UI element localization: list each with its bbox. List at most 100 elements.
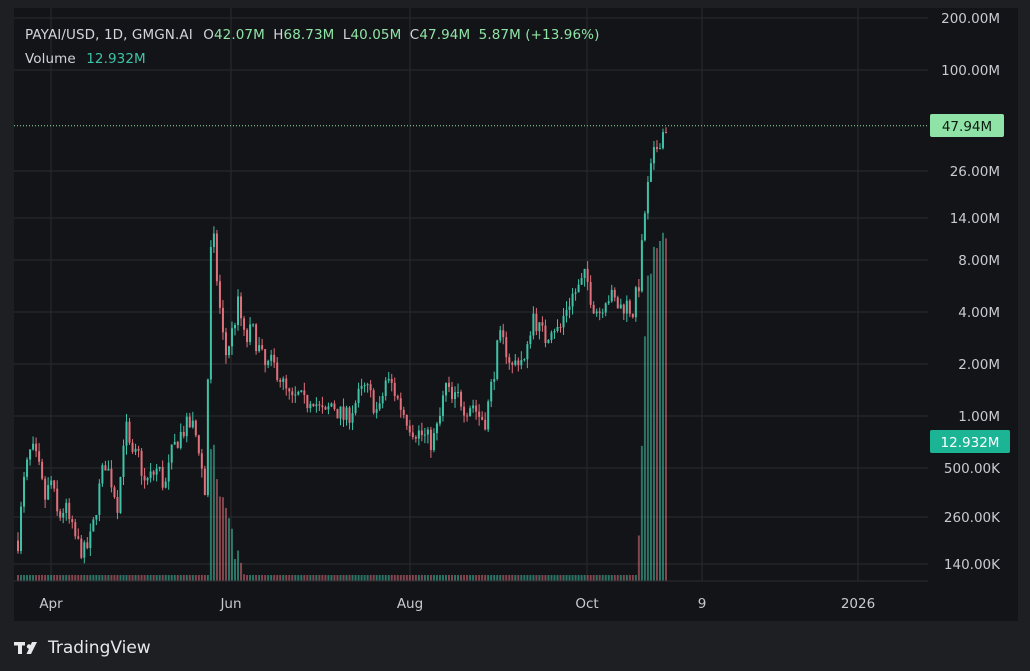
volume-bar	[444, 575, 447, 581]
volume-bar	[20, 575, 23, 581]
volume-bar	[562, 575, 565, 581]
candle-body	[249, 324, 252, 343]
candle-body	[378, 403, 381, 410]
candle-body	[447, 382, 450, 387]
candle-body	[149, 471, 152, 479]
volume-bar	[517, 575, 520, 581]
candle-body	[342, 406, 345, 420]
candle-body	[478, 411, 481, 417]
volume-bar	[327, 575, 330, 581]
candle-body	[209, 246, 212, 380]
candle-body	[405, 414, 408, 426]
candle-body	[297, 391, 300, 395]
candle-body	[203, 468, 206, 496]
candle-body	[514, 360, 517, 365]
volume-bar	[321, 575, 324, 581]
price-axis[interactable]: 200.00M 100.00M 26.00M 14.00M 8.00M 4.00M 2.00…	[941, 11, 1001, 573]
volume-bar	[113, 575, 116, 581]
volume-bar	[426, 575, 429, 581]
volume-bar	[544, 575, 547, 581]
volume-bar	[447, 575, 450, 581]
candle-body	[372, 390, 375, 413]
volume-bar	[68, 575, 71, 581]
candle-body	[270, 354, 273, 361]
candle-body	[496, 340, 499, 380]
volume-bar	[622, 575, 625, 581]
volume-bar	[640, 445, 643, 581]
price-tick-label: 260.00K	[944, 510, 1001, 526]
candle-body	[240, 296, 243, 319]
volume-bar	[158, 575, 161, 581]
volume-bar	[312, 575, 315, 581]
candle-body	[113, 487, 116, 498]
low-value: 40.05M	[350, 27, 402, 43]
volume-bar	[155, 575, 158, 581]
candle-body	[354, 403, 357, 414]
price-chart[interactable]: 200.00M 100.00M 26.00M 14.00M 8.00M 4.00M 2.00…	[14, 8, 1018, 621]
candle-body	[80, 538, 83, 558]
volume-bar	[354, 575, 357, 581]
volume-bar	[457, 575, 460, 581]
volume-bar	[336, 575, 339, 581]
candle-body	[143, 475, 146, 481]
volume-bar	[330, 575, 333, 581]
candle-body	[511, 362, 514, 365]
candle-body	[577, 284, 580, 293]
volume-bar	[490, 575, 493, 581]
volume-bar	[62, 575, 65, 581]
volume-bar	[625, 575, 628, 581]
volume-bar	[279, 575, 282, 581]
volume-bar	[589, 575, 592, 581]
time-tick-label: Aug	[397, 596, 423, 612]
candle-body	[230, 328, 233, 347]
volume-bar	[399, 575, 402, 581]
candle-body	[252, 324, 255, 326]
volume-bar	[80, 575, 83, 581]
volume-bar	[125, 575, 128, 581]
volume-bar	[74, 575, 77, 581]
candle-body	[294, 394, 297, 396]
volume-bar	[610, 575, 613, 581]
candle-body	[179, 431, 182, 448]
volume-bar	[134, 575, 137, 581]
volume-bar	[535, 575, 538, 581]
volume-bar	[665, 238, 667, 581]
volume-bar	[273, 575, 276, 581]
candle-body	[411, 432, 414, 438]
volume-bar	[110, 575, 113, 581]
candle-body	[487, 401, 490, 430]
volume-bar	[565, 575, 568, 581]
candle-body	[146, 478, 149, 481]
candle-body	[116, 497, 119, 513]
candle-body	[562, 315, 565, 328]
last-price-value: 47.94M	[942, 119, 992, 135]
candle-body	[490, 381, 493, 402]
tradingview-logo[interactable]: TradingView	[14, 637, 151, 659]
candle-body	[246, 329, 249, 343]
volume-bar	[116, 575, 119, 581]
candle-body	[107, 468, 110, 471]
candle-body	[529, 335, 532, 345]
candle-body	[417, 430, 420, 439]
volume-bar	[366, 575, 369, 581]
volume-label: Volume	[25, 51, 76, 67]
change-value: 5.87M (+13.96%)	[478, 27, 600, 43]
volume-bar	[523, 575, 526, 581]
candle-body	[309, 403, 312, 409]
low-label: L	[342, 27, 351, 43]
candle-body	[426, 429, 429, 435]
time-axis[interactable]: Apr Jun Aug Oct 9 2026	[14, 580, 928, 612]
candle-body	[215, 233, 218, 282]
last-volume-tag: 12.932M	[930, 430, 1010, 453]
last-volume-value: 12.932M	[941, 435, 1000, 451]
volume-bar	[243, 574, 246, 581]
candle-body	[35, 443, 38, 452]
candle-body	[532, 313, 535, 336]
candle-body	[604, 303, 607, 313]
time-tick-label: Apr	[39, 596, 63, 612]
candle-body	[303, 390, 306, 395]
price-tick-label: 100.00M	[941, 63, 1000, 79]
candle-body	[466, 415, 469, 417]
candle-body	[502, 330, 505, 338]
volume-bar	[574, 575, 577, 581]
